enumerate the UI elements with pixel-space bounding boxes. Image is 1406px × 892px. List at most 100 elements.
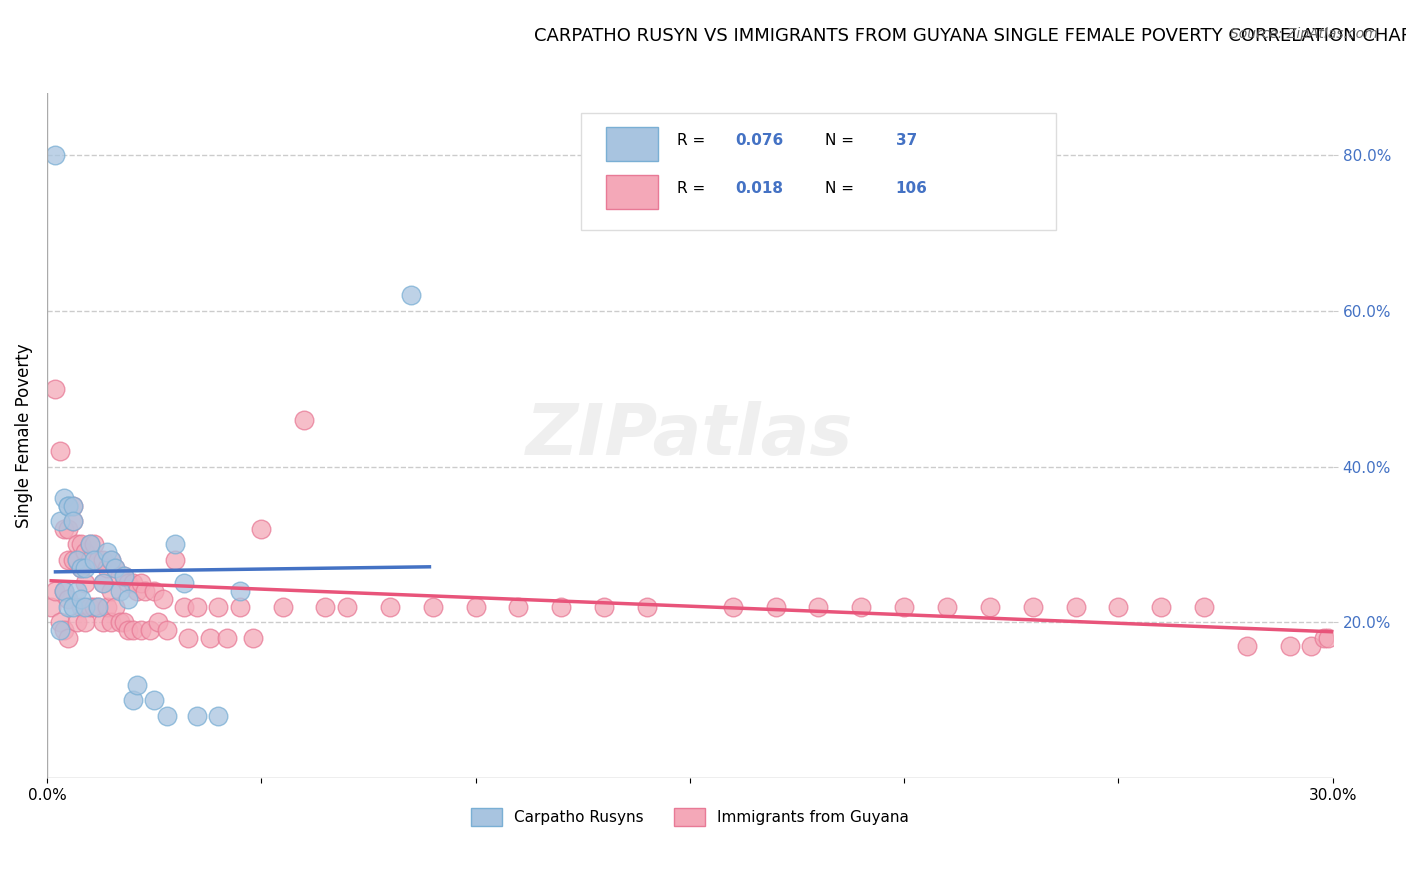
Point	[91, 553, 114, 567]
Point	[108, 568, 131, 582]
Point	[851, 599, 873, 614]
Point	[117, 623, 139, 637]
Point	[66, 615, 89, 630]
Point	[66, 537, 89, 551]
Point	[177, 631, 200, 645]
Point	[39, 599, 62, 614]
Point	[139, 623, 162, 637]
Point	[62, 499, 84, 513]
Point	[91, 576, 114, 591]
Point	[53, 491, 76, 505]
Text: CARPATHO RUSYN VS IMMIGRANTS FROM GUYANA SINGLE FEMALE POVERTY CORRELATION CHART: CARPATHO RUSYN VS IMMIGRANTS FROM GUYANA…	[534, 27, 1406, 45]
Point	[53, 584, 76, 599]
Point	[44, 584, 66, 599]
Point	[148, 615, 170, 630]
Point	[893, 599, 915, 614]
Point	[134, 584, 156, 599]
Point	[1236, 639, 1258, 653]
Point	[104, 599, 127, 614]
Point	[62, 514, 84, 528]
Point	[1317, 631, 1340, 645]
Point	[62, 499, 84, 513]
Text: N =: N =	[825, 133, 859, 148]
Point	[104, 561, 127, 575]
Point	[422, 599, 444, 614]
Point	[1150, 599, 1173, 614]
Point	[87, 553, 110, 567]
Point	[112, 615, 135, 630]
Point	[508, 599, 530, 614]
Point	[378, 599, 401, 614]
Point	[83, 537, 105, 551]
Point	[1278, 639, 1301, 653]
Point	[96, 561, 118, 575]
Point	[58, 522, 80, 536]
Point	[807, 599, 830, 614]
Point	[1313, 631, 1336, 645]
Point	[112, 568, 135, 582]
Point	[215, 631, 238, 645]
Point	[70, 599, 93, 614]
Point	[48, 444, 70, 458]
Point	[1192, 599, 1215, 614]
Point	[271, 599, 294, 614]
Point	[143, 693, 166, 707]
Y-axis label: Single Female Poverty: Single Female Poverty	[15, 343, 32, 528]
Point	[53, 584, 76, 599]
Point	[48, 623, 70, 637]
Point	[70, 561, 93, 575]
Point	[48, 514, 70, 528]
Point	[100, 615, 122, 630]
FancyBboxPatch shape	[581, 113, 1056, 230]
Text: 37: 37	[896, 133, 917, 148]
Point	[121, 693, 143, 707]
Point	[79, 599, 101, 614]
Point	[550, 599, 572, 614]
Point	[58, 499, 80, 513]
Point	[198, 631, 221, 645]
Point	[1022, 599, 1045, 614]
Point	[100, 553, 122, 567]
Point	[129, 623, 152, 637]
Point	[108, 615, 131, 630]
Point	[44, 148, 66, 162]
Point	[79, 537, 101, 551]
Point	[143, 584, 166, 599]
Point	[173, 576, 195, 591]
Point	[229, 599, 252, 614]
Point	[121, 576, 143, 591]
Point	[104, 561, 127, 575]
Point	[125, 678, 148, 692]
Point	[108, 584, 131, 599]
Point	[250, 522, 273, 536]
Point	[58, 599, 80, 614]
Point	[79, 553, 101, 567]
Point	[79, 537, 101, 551]
Point	[100, 584, 122, 599]
Point	[125, 584, 148, 599]
Point	[87, 599, 110, 614]
Point	[53, 522, 76, 536]
Point	[75, 561, 97, 575]
Legend: Carpatho Rusyns, Immigrants from Guyana: Carpatho Rusyns, Immigrants from Guyana	[465, 801, 915, 832]
Point	[207, 709, 229, 723]
Point	[62, 553, 84, 567]
Point	[186, 709, 208, 723]
Point	[62, 599, 84, 614]
Point	[936, 599, 959, 614]
Text: R =: R =	[676, 133, 710, 148]
Point	[83, 599, 105, 614]
Point	[91, 615, 114, 630]
Point	[96, 545, 118, 559]
Point	[75, 545, 97, 559]
Text: N =: N =	[825, 181, 859, 196]
Point	[207, 599, 229, 614]
Point	[336, 599, 359, 614]
Point	[48, 615, 70, 630]
Point	[70, 537, 93, 551]
Point	[129, 576, 152, 591]
Point	[66, 584, 89, 599]
Point	[636, 599, 658, 614]
Point	[87, 599, 110, 614]
Point	[1301, 639, 1323, 653]
